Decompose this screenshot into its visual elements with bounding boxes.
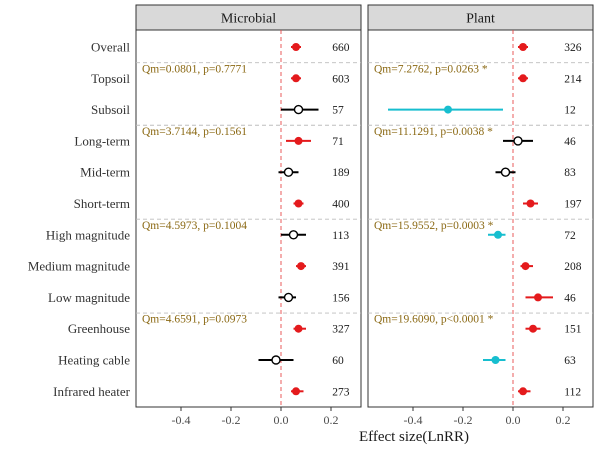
n-label: 112	[564, 386, 581, 398]
point-high-magnitude	[494, 230, 502, 239]
point-subsoil	[293, 104, 304, 115]
n-label: 327	[332, 324, 350, 336]
point-mid-term	[500, 167, 511, 177]
point-overall	[519, 43, 527, 51]
point-medium-magnitude	[521, 262, 530, 271]
n-label: 57	[332, 105, 344, 117]
qm-annotation: Qm=11.1291, p=0.0038 *	[374, 126, 493, 138]
n-label: 189	[332, 167, 350, 179]
x-tick-label: 0.0	[274, 413, 289, 427]
x-tick-label: 0.2	[324, 413, 339, 427]
category-label-infrared-heater: Infrared heater	[53, 384, 131, 399]
qm-annotation: Qm=7.2762, p=0.0263 *	[374, 63, 488, 75]
category-label-long-term: Long-term	[74, 133, 130, 148]
n-label: 156	[332, 292, 350, 304]
point-short-term	[294, 199, 303, 208]
category-label-greenhouse: Greenhouse	[68, 321, 130, 336]
qm-annotation: Qm=0.0801, p=0.7771	[142, 63, 247, 75]
x-axis-title: Effect size(LnRR)	[359, 429, 469, 445]
panel-plant: Plant Qm=7.2762, p=0.0263 * Qm=11.1291, p=…	[367, 4, 594, 427]
panel-plot-area	[135, 29, 362, 408]
x-tick-label: 0.2	[556, 413, 571, 427]
category-label-subsoil: Subsoil	[91, 102, 130, 117]
n-label: 326	[564, 42, 582, 54]
point-topsoil	[292, 74, 300, 83]
n-label: 660	[332, 42, 350, 54]
n-label: 12	[564, 105, 576, 117]
n-label: 46	[564, 292, 576, 304]
n-label: 60	[332, 355, 344, 367]
qm-annotation: Qm=19.6090, p<0.0001 *	[374, 314, 494, 326]
panel-title: Plant	[466, 12, 495, 27]
qm-annotation: Qm=4.5973, p=0.1004	[142, 220, 247, 232]
point-overall	[292, 43, 300, 51]
point-infrared-heater	[519, 387, 527, 396]
point-high-magnitude	[288, 230, 299, 240]
point-low-magnitude	[283, 292, 294, 303]
category-label-mid-term: Mid-term	[80, 165, 130, 180]
point-subsoil	[444, 105, 452, 114]
x-tick-label: -0.2	[454, 413, 473, 427]
panel-title: Microbial	[221, 12, 276, 27]
qm-annotation: Qm=15.9552, p=0.0003 *	[374, 220, 494, 232]
point-short-term	[526, 199, 535, 208]
category-label-overall: Overall	[91, 40, 130, 55]
point-topsoil	[519, 74, 527, 83]
point-medium-magnitude	[297, 262, 305, 271]
n-label: 83	[564, 167, 576, 179]
n-label: 391	[332, 261, 350, 273]
category-label-high-magnitude: High magnitude	[46, 227, 130, 242]
n-label: 273	[332, 386, 350, 398]
point-greenhouse	[529, 324, 537, 333]
category-label-short-term: Short-term	[74, 196, 130, 211]
n-label: 71	[332, 136, 344, 148]
x-tick-label: -0.4	[404, 413, 423, 427]
category-label-medium-magnitude: Medium magnitude	[28, 259, 130, 274]
n-label: 63	[564, 355, 576, 367]
panel-plot-area	[367, 29, 594, 408]
point-heating-cable	[271, 355, 281, 365]
n-label: 113	[332, 230, 349, 242]
category-label-heating-cable: Heating cable	[58, 353, 130, 368]
n-label: 46	[564, 136, 576, 148]
point-long-term	[294, 136, 303, 145]
n-label: 400	[332, 199, 350, 211]
qm-annotation: Qm=3.7144, p=0.1561	[142, 126, 247, 138]
n-label: 151	[564, 324, 582, 336]
n-label: 197	[564, 199, 582, 211]
x-tick-label: -0.2	[222, 413, 241, 427]
panel-strip	[367, 4, 594, 31]
point-infrared-heater	[292, 387, 300, 396]
point-greenhouse	[294, 324, 303, 333]
n-label: 72	[564, 230, 576, 242]
point-heating-cable	[491, 356, 500, 364]
qm-annotation: Qm=4.6591, p=0.0973	[142, 314, 247, 326]
point-mid-term	[283, 167, 294, 177]
point-low-magnitude	[534, 293, 542, 302]
n-label: 214	[564, 73, 582, 85]
category-label-topsoil: Topsoil	[91, 71, 130, 86]
category-label-low-magnitude: Low magnitude	[48, 290, 130, 305]
category-labels: Overall Topsoil Subsoil Long-term Mid-term Sh…	[28, 40, 131, 399]
panel-microbial: Microbial Qm=0.0801, p=0.7771 Qm=3.7144, p…	[135, 4, 362, 427]
panel-strip	[135, 4, 362, 31]
x-tick-label: -0.4	[172, 413, 191, 427]
n-label: 208	[564, 261, 582, 273]
panels: Microbial Qm=0.0801, p=0.7771 Qm=3.7144, p…	[135, 4, 594, 427]
n-label: 603	[332, 73, 350, 85]
x-tick-label: 0.0	[506, 413, 521, 427]
point-long-term	[513, 136, 523, 146]
